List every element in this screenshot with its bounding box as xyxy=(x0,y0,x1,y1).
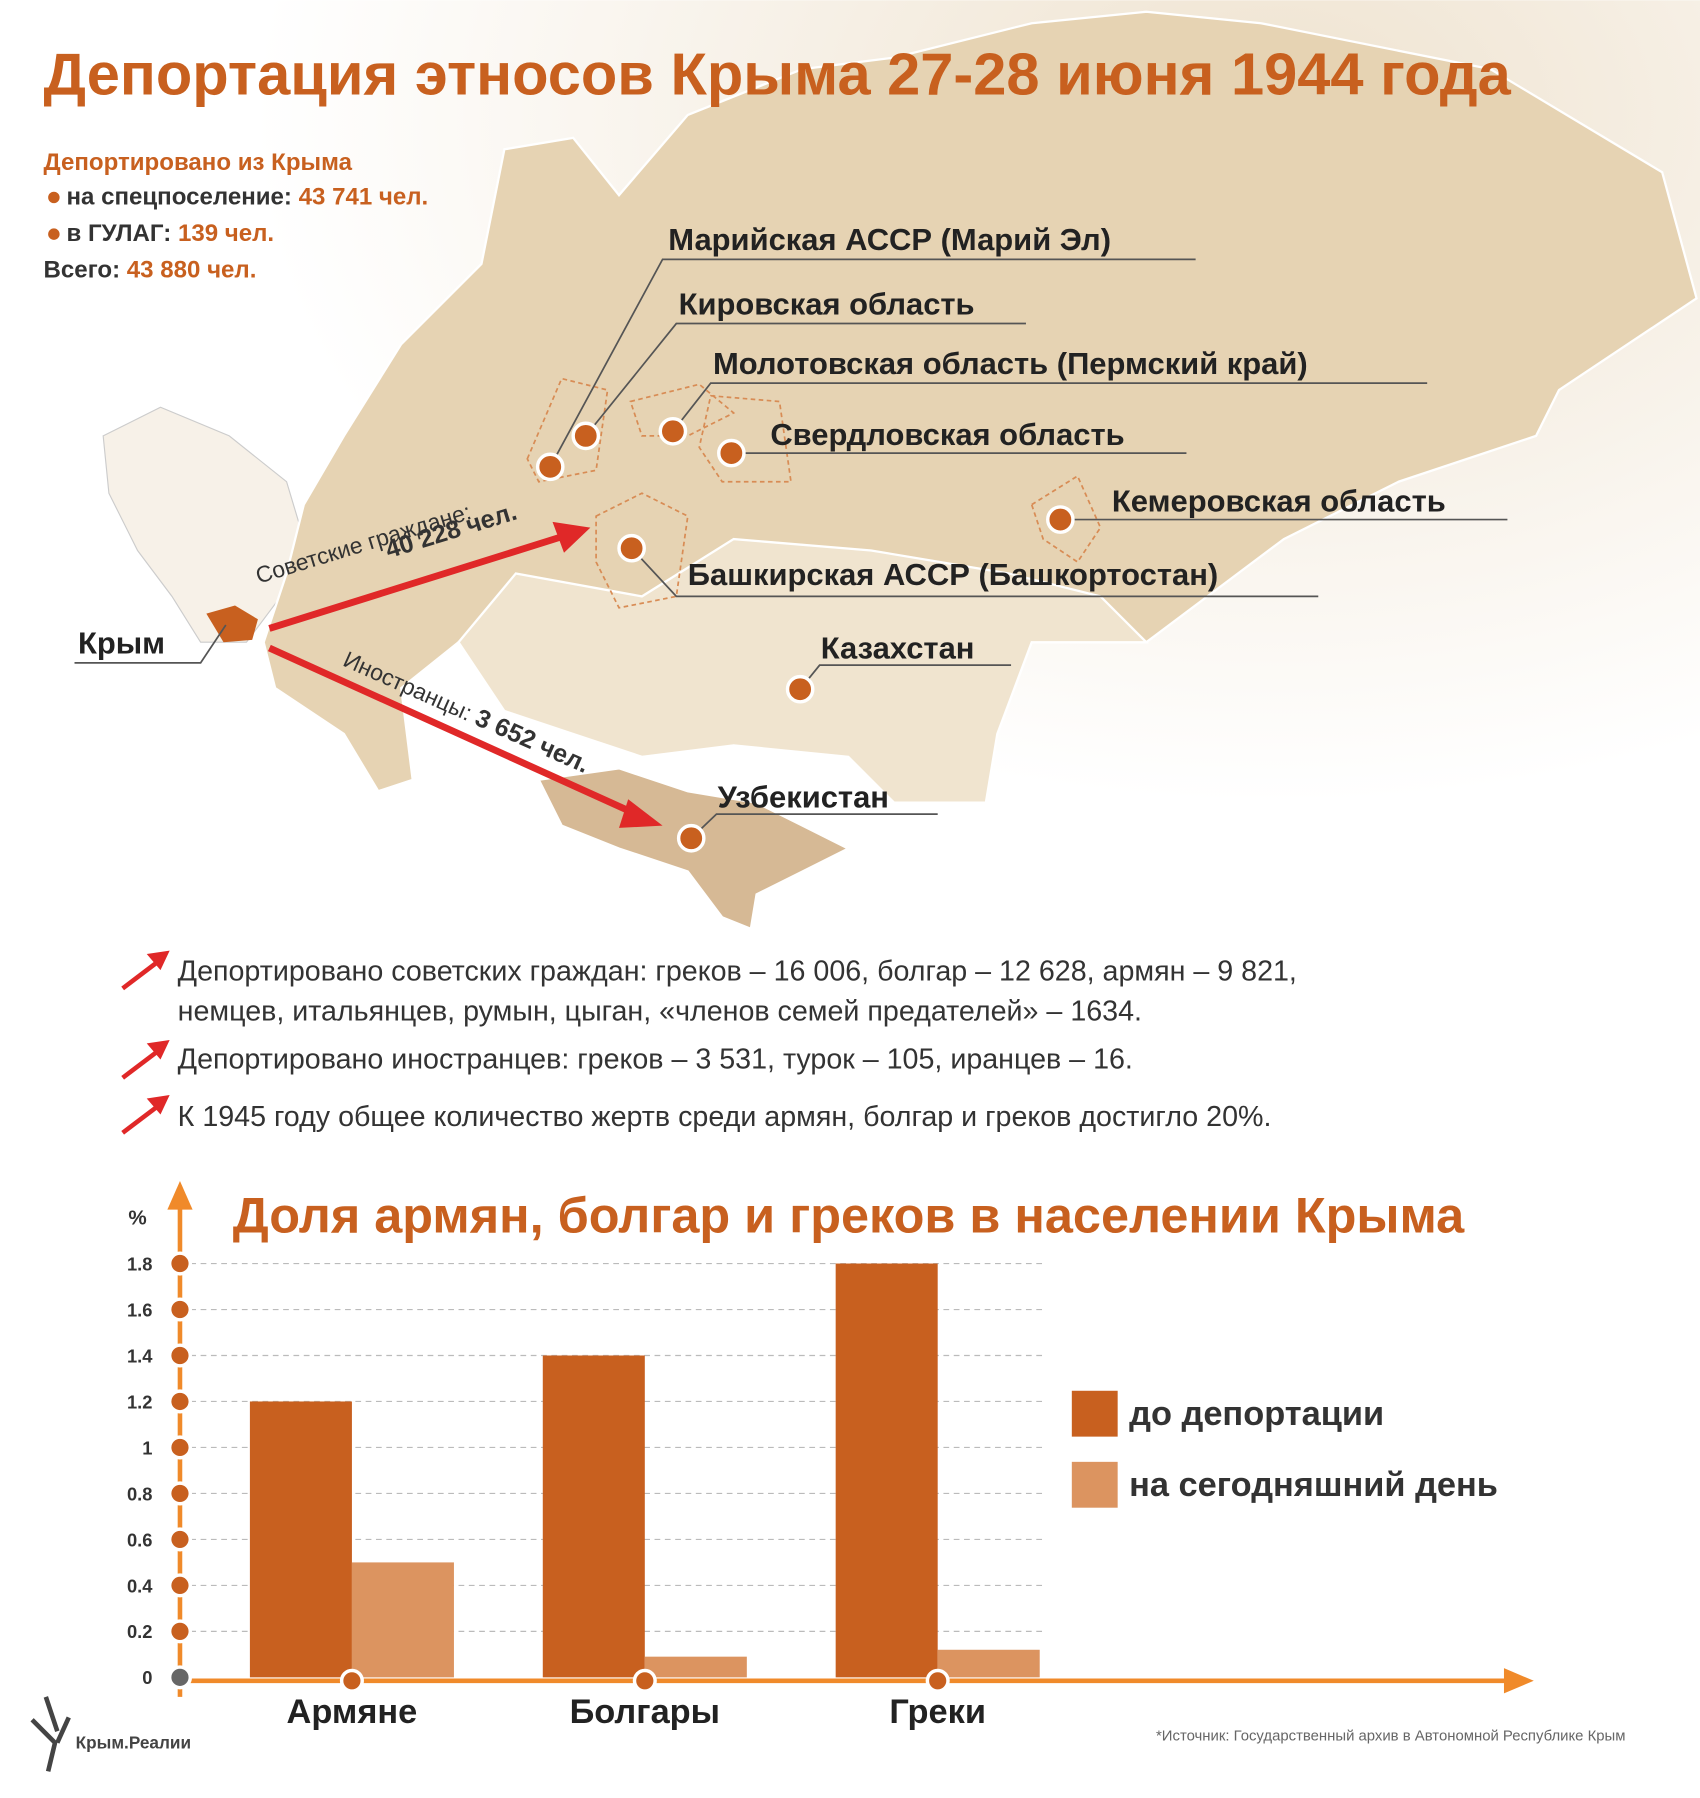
legend-label: на сегодняшний день xyxy=(1129,1466,1498,1504)
region-label: Кемеровская область xyxy=(1112,484,1446,519)
note: Депортировано иностранцев: греков – 3 53… xyxy=(178,1044,1133,1076)
x-tick-label: Армяне xyxy=(287,1693,418,1731)
y-tick xyxy=(167,1343,193,1368)
map xyxy=(74,10,1698,931)
y-tick-label: 1.8 xyxy=(127,1253,152,1274)
y-tick xyxy=(167,1389,193,1414)
bar xyxy=(937,1649,1040,1678)
note: немцев, итальянцев, румын, цыган, «члено… xyxy=(178,996,1142,1028)
y-tick-label: 0.4 xyxy=(127,1575,153,1596)
x-tick xyxy=(339,1668,364,1693)
logo-text: Крым.Реалии xyxy=(76,1732,191,1752)
x-axis-arrow xyxy=(1503,1668,1534,1694)
y-tick xyxy=(167,1527,193,1552)
y-tick xyxy=(167,1251,193,1276)
source: *Источник: Государственный архив в Автон… xyxy=(1156,1728,1625,1744)
chart: 0 0.2 0.4 0.6 0.8 1 1.2 1.4 1.6 1.8 Армяне Болгары Г… xyxy=(127,1251,1498,1731)
y-tick-label: 0.6 xyxy=(127,1529,152,1550)
summary-label: Всего: 43 880 чел. xyxy=(44,257,257,284)
region-label: Казахстан xyxy=(821,630,975,665)
region-label: Свердловская область xyxy=(770,417,1124,452)
y-tick xyxy=(167,1573,193,1598)
y-tick xyxy=(167,1435,193,1460)
note: К 1945 году общее количество жертв среди… xyxy=(178,1101,1272,1133)
logo: Крым.Реалии xyxy=(30,1696,191,1772)
legend-swatch xyxy=(1071,1461,1118,1508)
legend-swatch xyxy=(1071,1390,1118,1437)
y-tick xyxy=(167,1481,193,1506)
y-tick-label: 1.6 xyxy=(127,1299,152,1320)
x-tick xyxy=(925,1668,950,1693)
region-label: Марийская АССР (Марий Эл) xyxy=(668,222,1111,257)
region-label: Башкирская АССР (Башкортостан) xyxy=(688,557,1218,592)
x-tick-label: Болгары xyxy=(570,1693,720,1731)
legend-label: до депортации xyxy=(1129,1395,1384,1433)
notes: Депортировано советских граждан: греков … xyxy=(121,950,1297,1135)
y-axis-label: % xyxy=(128,1207,146,1230)
y-tick-label: 0 xyxy=(142,1667,152,1688)
y-tick xyxy=(167,1665,193,1690)
y-tick xyxy=(167,1619,193,1644)
summary-label: на спецпоселение: 43 741 чел. xyxy=(66,183,428,210)
y-tick-label: 1.2 xyxy=(127,1391,152,1412)
origin-label: Крым xyxy=(78,626,165,661)
summary-label: в ГУЛАГ: 139 чел. xyxy=(66,220,274,247)
bar xyxy=(351,1562,454,1678)
title: Депортация этносов Крыма 27-28 июня 1944… xyxy=(44,40,1512,107)
chart-title: Доля армян, болгар и греков в населении … xyxy=(233,1187,1465,1244)
bar xyxy=(542,1355,645,1678)
bar xyxy=(644,1656,747,1678)
y-tick-label: 0.2 xyxy=(127,1621,152,1642)
region-label: Молотовская область (Пермский край) xyxy=(713,346,1308,381)
bar xyxy=(249,1401,352,1678)
x-tick-label: Греки xyxy=(889,1693,986,1731)
region-label: Кировская область xyxy=(679,286,975,321)
y-axis-arrow xyxy=(167,1180,193,1210)
x-tick xyxy=(632,1668,657,1693)
summary-heading: Депортировано из Крыма xyxy=(44,149,353,176)
y-tick-label: 0.8 xyxy=(127,1483,152,1504)
y-tick-label: 1.4 xyxy=(127,1345,153,1366)
y-tick xyxy=(167,1297,193,1322)
bar xyxy=(835,1263,938,1678)
region-label: Узбекистан xyxy=(718,779,889,814)
y-tick-label: 1 xyxy=(142,1437,152,1458)
note: Депортировано советских граждан: греков … xyxy=(178,955,1297,987)
